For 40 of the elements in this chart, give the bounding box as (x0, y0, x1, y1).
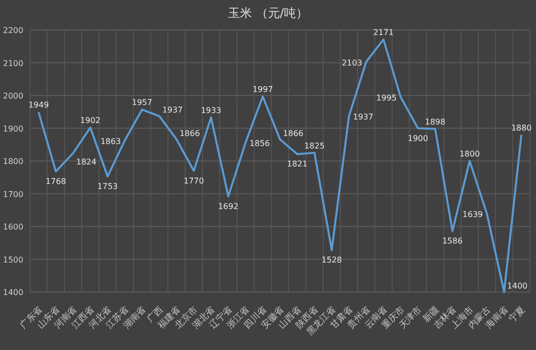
data-label: 2103 (342, 58, 362, 68)
y-tick-label: 1400 (3, 288, 24, 297)
y-tick-label: 1700 (3, 190, 24, 199)
y-tick-label: 2100 (3, 58, 24, 68)
data-label: 1824 (76, 158, 96, 167)
data-label: 1937 (162, 106, 183, 115)
data-label: 1957 (132, 98, 152, 108)
data-label: 1639 (462, 210, 483, 220)
data-label: 1400 (507, 282, 528, 290)
data-label: 1933 (200, 106, 222, 115)
data-label: 1692 (218, 202, 238, 211)
y-tick-label: 1600 (3, 222, 24, 232)
data-label: 1768 (46, 176, 66, 186)
x-tick-label: 宁夏 (506, 304, 528, 325)
y-tick-label: 1500 (3, 255, 24, 264)
data-label: 1898 (424, 117, 446, 126)
data-label: 2171 (373, 28, 394, 37)
data-label: 1900 (408, 134, 428, 143)
data-label: 1863 (100, 136, 121, 146)
y-tick-label: 2200 (3, 26, 24, 35)
data-label: 1825 (304, 141, 325, 150)
data-label: 1997 (252, 84, 273, 94)
chart-title: 玉米 （元/吨） (228, 6, 308, 20)
data-label: 1949 (28, 100, 49, 110)
data-label: 1586 (442, 236, 463, 246)
data-label: 1800 (459, 150, 480, 158)
data-label: 1856 (250, 139, 270, 148)
data-label: 1902 (80, 116, 101, 126)
data-label: 1821 (287, 160, 308, 169)
y-tick-label: 1800 (3, 157, 24, 166)
data-label: 1753 (97, 182, 118, 191)
data-label: 1995 (376, 94, 397, 103)
data-label: 1770 (184, 176, 204, 186)
data-label: 1880 (511, 123, 532, 132)
data-label: 1528 (322, 256, 342, 265)
data-label: 1937 (352, 112, 374, 122)
y-tick-label: 1900 (3, 124, 24, 134)
y-tick-label: 2000 (3, 92, 24, 100)
data-label: 1866 (283, 128, 304, 138)
data-label: 1866 (180, 128, 200, 138)
